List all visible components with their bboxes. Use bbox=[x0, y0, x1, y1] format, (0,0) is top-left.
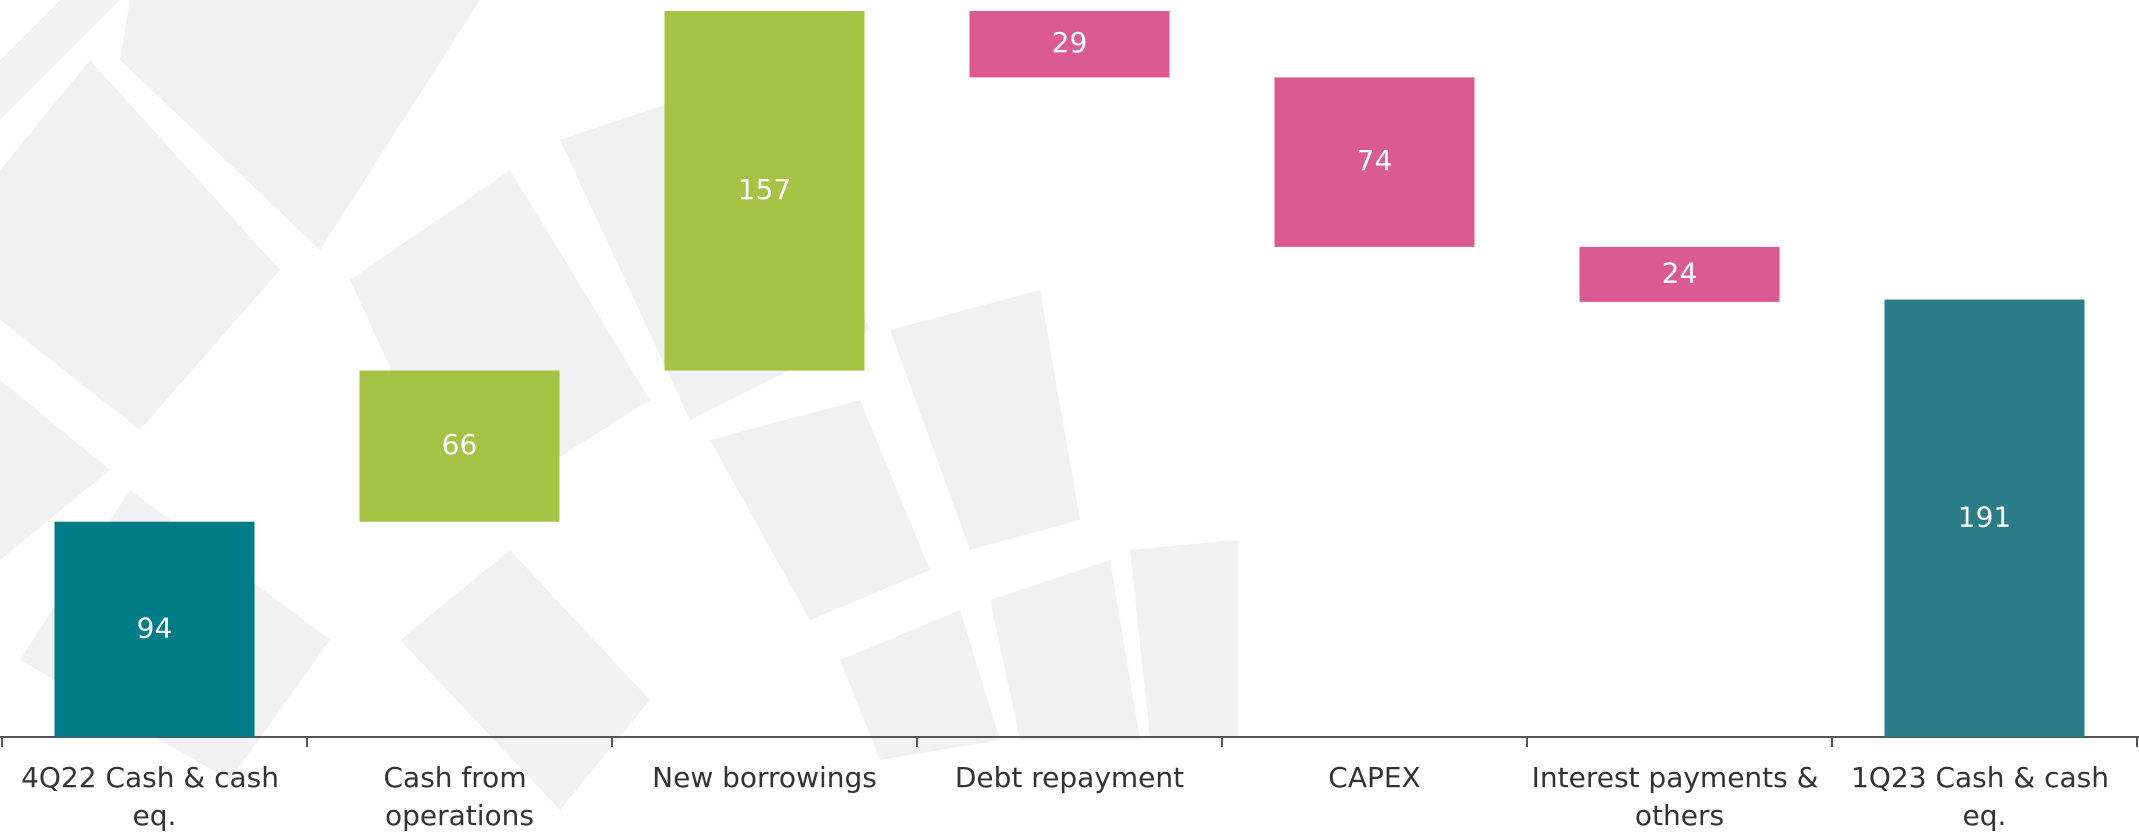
x-tick-label: Debt repayment bbox=[955, 761, 1184, 794]
data-label: 24 bbox=[1662, 256, 1698, 289]
x-tick-label: New borrowings bbox=[652, 761, 877, 794]
x-tick-label: CAPEX bbox=[1328, 761, 1420, 794]
data-label: 94 bbox=[137, 611, 173, 644]
data-label: 157 bbox=[738, 173, 791, 206]
data-label: 191 bbox=[1958, 500, 2011, 533]
data-label: 74 bbox=[1357, 144, 1393, 177]
x-tick-label: Cash from operations bbox=[383, 761, 535, 832]
x-tick-label: Interest payments & others bbox=[1532, 761, 1828, 832]
data-label: 66 bbox=[442, 428, 478, 461]
x-tick-label: 1Q23 Cash & cash eq. bbox=[1851, 761, 2118, 832]
x-tick-label: 4Q22 Cash & cash eq. bbox=[21, 761, 288, 832]
data-label: 29 bbox=[1052, 26, 1088, 59]
chart: 94 4Q22 Cash & cash eq. 66 Cash from operat… bbox=[0, 0, 2139, 836]
